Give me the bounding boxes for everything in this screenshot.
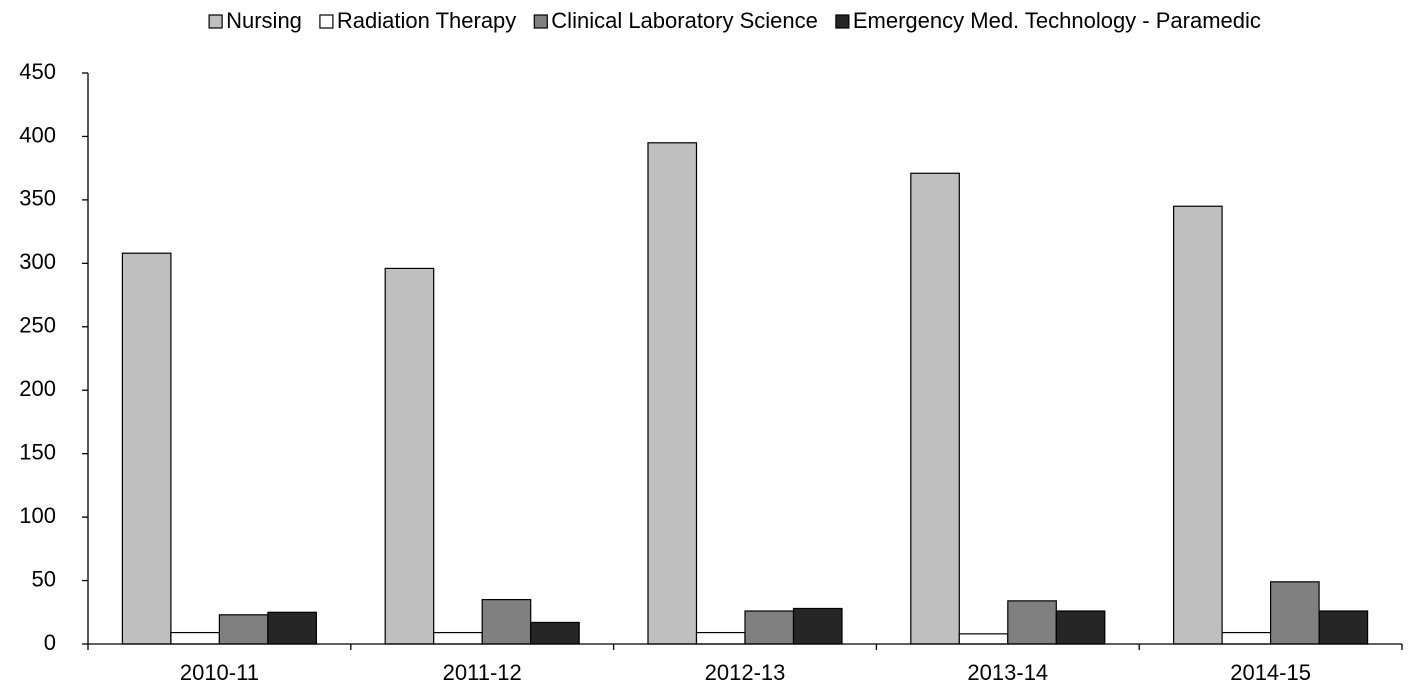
x-tick-label: 2013-14 xyxy=(967,660,1048,685)
bar xyxy=(121,252,172,645)
legend-swatch xyxy=(319,14,334,29)
bar xyxy=(1269,581,1320,645)
legend-swatch xyxy=(208,14,223,29)
bar xyxy=(1007,600,1057,645)
bar xyxy=(958,633,1009,645)
y-tick-label: 150 xyxy=(19,439,56,464)
bar xyxy=(530,621,580,645)
y-tick-label: 100 xyxy=(19,503,56,528)
bar xyxy=(1318,610,1369,645)
x-tick-label: 2012-13 xyxy=(705,660,786,685)
legend-label: Emergency Med. Technology - Paramedic xyxy=(853,8,1261,33)
y-tick-label: 50 xyxy=(32,566,56,591)
bar xyxy=(792,607,843,645)
bar xyxy=(433,631,483,645)
legend-label: Nursing xyxy=(226,8,302,33)
x-tick-label: 2014-15 xyxy=(1230,660,1311,685)
legend-swatch xyxy=(835,14,850,29)
bar xyxy=(910,172,960,645)
y-tick-label: 400 xyxy=(19,122,56,147)
bar xyxy=(218,614,269,645)
x-tick-label: 2010-11 xyxy=(180,660,259,685)
bar xyxy=(1172,205,1223,645)
bar xyxy=(647,142,698,645)
bar xyxy=(481,598,532,645)
bar xyxy=(384,267,435,645)
bar xyxy=(1221,631,1272,645)
legend-label: Clinical Laboratory Science xyxy=(551,8,818,33)
bar xyxy=(744,610,795,645)
y-tick-label: 200 xyxy=(19,376,56,401)
y-tick-label: 0 xyxy=(44,630,56,655)
bar xyxy=(1055,610,1106,645)
y-tick-label: 350 xyxy=(19,186,56,211)
bar xyxy=(695,631,746,645)
y-tick-label: 300 xyxy=(19,249,56,274)
legend-label: Radiation Therapy xyxy=(337,8,516,33)
y-tick-label: 450 xyxy=(19,59,56,84)
bar xyxy=(170,631,220,645)
y-tick-label: 250 xyxy=(19,313,56,338)
x-tick-label: 2011-12 xyxy=(443,660,522,685)
legend-swatch xyxy=(533,14,548,29)
bar xyxy=(267,611,317,645)
